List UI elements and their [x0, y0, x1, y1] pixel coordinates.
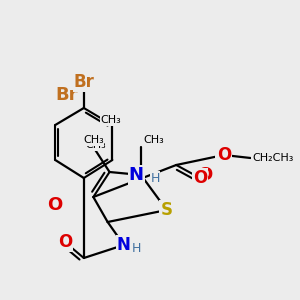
Text: Br: Br	[74, 73, 94, 91]
Text: Br: Br	[56, 86, 78, 104]
Text: O: O	[48, 196, 63, 214]
Text: H: H	[151, 172, 160, 184]
Text: CH₂CH₃: CH₂CH₃	[252, 153, 294, 163]
Text: O: O	[193, 169, 207, 187]
Text: N: N	[117, 236, 131, 254]
Text: O: O	[58, 233, 72, 251]
Text: S: S	[161, 201, 173, 219]
Text: CH₂CH₃: CH₂CH₃	[251, 153, 293, 163]
Text: ·H: ·H	[129, 242, 142, 254]
Text: CH₃: CH₃	[85, 140, 106, 150]
Text: O: O	[197, 166, 212, 184]
Text: S: S	[160, 201, 173, 219]
Text: O: O	[216, 146, 232, 164]
Text: CH₃: CH₃	[100, 115, 121, 125]
Text: CH₃: CH₃	[143, 135, 164, 145]
Text: O: O	[217, 146, 231, 164]
Text: CH₃: CH₃	[83, 135, 104, 145]
Text: N: N	[129, 166, 144, 184]
